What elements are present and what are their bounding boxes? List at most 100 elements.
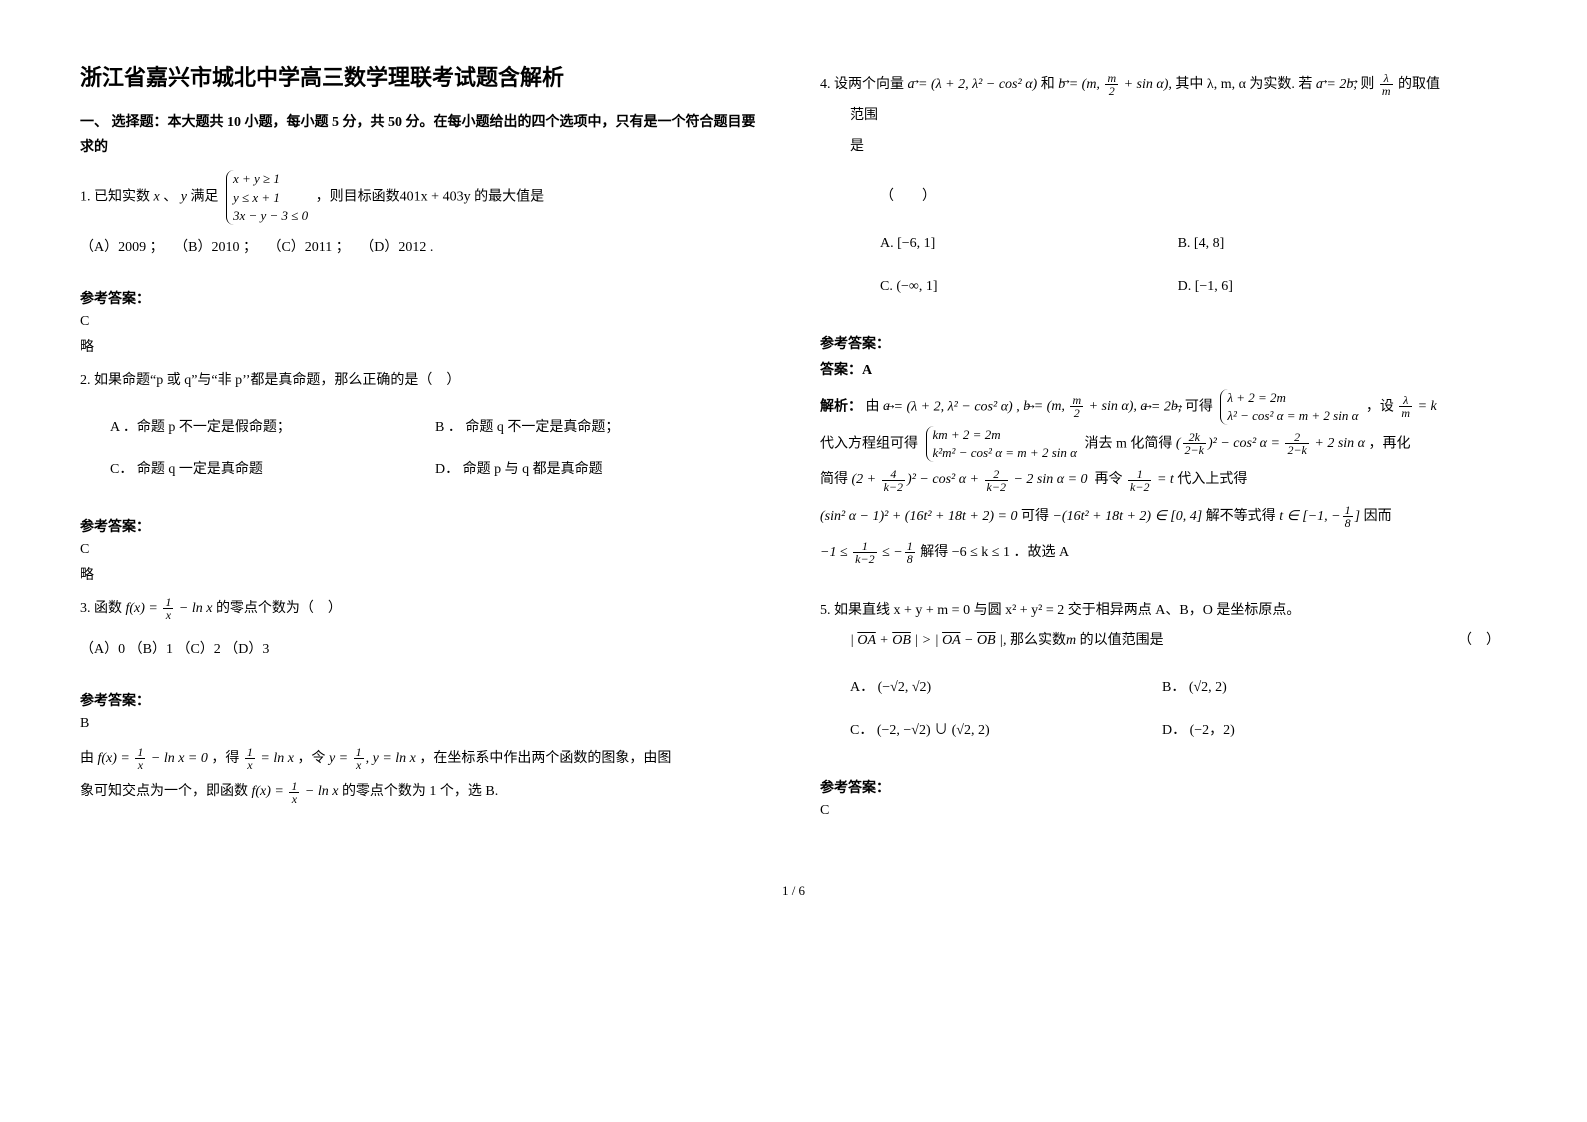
sol-eq: f(x) = 1x − ln x = 0 [98,751,208,766]
sys-row: y ≤ x + 1 [233,189,308,207]
sol-eq: −1 ≤ 1k−2 ≤ −18 [820,545,917,560]
sol-eq: (2k2−k)² − cos² α = 22−k + 2 sin α [1176,436,1365,451]
sys-row: km + 2 = 2m [933,426,1077,444]
sol-eq: f(x) = 1x − ln x [252,784,339,799]
question-3: 3. 函数 f(x) = 1x − ln x 的零点个数为（ ） （A）0 （B… [80,594,760,666]
sol-text: 象可知交点为一个，即函数 [80,784,248,799]
page-footer: 1 / 6 [0,883,1587,899]
sol-eq: a→ = 2b→, [1140,399,1181,414]
system-brace: km + 2 = 2m k²m² − cos² α = m + 2 sin α [926,426,1077,462]
q3-expr: f(x) = 1x − ln x [126,601,216,616]
sol-eq: −(16t² + 18t + 2) ∈ [0, 4] [1052,509,1202,524]
sol-eq: 1x = ln x [243,751,294,766]
q4-stem-b: 其中 λ, m, α 为实数. 若 [1175,77,1316,92]
q1-opt-c: （C）2011 ； [267,240,349,255]
q5-opt-a: A． (−√2, √2) [850,667,1162,710]
q1-stem-c: 满足 [190,190,218,205]
q5-opt-c: C． (−2, −√2) ∪ (√2, 2) [850,710,1162,753]
system-brace: x + y ≥ 1 y ≤ x + 1 3x − y − 3 ≤ 0 [226,170,308,225]
sys-row: k²m² − cos² α = m + 2 sin α [933,444,1077,462]
sol-text: 可得 [1021,509,1053,524]
sys-row: x + y ≥ 1 [233,170,308,188]
sys-row: λ² − cos² α = m + 2 sin α [1227,407,1358,425]
question-2: 2. 如果命题“p 或 q”与“非 p’’都是真命题，那么正确的是（ ） A ．… [80,366,760,492]
sol-eq: y = 1x, y = ln x [329,751,416,766]
sol-text: 解不等式得 [1206,509,1280,524]
sol-text: ，在坐标系中作出两个函数的图象，由图 [419,751,671,766]
section-1-head: 一、 选择题：本大题共 10 小题，每小题 5 分，共 50 分。在每小题给出的… [80,110,760,160]
sol-text: 的零点个数为 1 个，选 B. [342,784,498,799]
answer-label: 参考答案： [80,288,760,308]
sol-label: 解析： [820,399,862,414]
q1-opt-b: （B）2010 ； [174,240,257,255]
sol-eq: (sin² α − 1)² + (16t² + 18t + 2) = 0 [820,509,1017,524]
sys-row: λ + 2 = 2m [1227,389,1358,407]
answer-label: 参考答案： [80,516,760,536]
q2-opt-b: B ． 命题 q 不一定是真命题； [435,407,760,450]
q4-line2a: 范围 [820,101,1500,132]
sol-text: ，再化 [1369,436,1411,451]
q4-stem-c: 则 [1360,77,1378,92]
q3-stem-a: 3. 函数 [80,601,122,616]
sol-eq: 1k−2 = t [1126,472,1174,487]
q4-answer: 答案：A [820,359,1500,379]
sol-eq: (2 + 4k−2)² − cos² α + 2k−2 − 2 sin α = … [852,472,1088,487]
answer-label: 参考答案： [820,333,1500,353]
sol-text: 由 [866,399,880,414]
q2-opt-c: C． 命题 q 一定是真命题 [110,449,435,492]
sol-text: 由 [80,751,94,766]
sol-eq: λm = k [1397,399,1436,414]
sol-text: 可得 [1185,399,1213,414]
var-x: x [154,190,160,205]
q4-opt-d: D. [−1, 6] [1178,266,1476,309]
q5-stem-b-tail: 那么实数m 的以值范围是 [1010,633,1164,648]
question-5: 5. 如果直线 x + y + m = 0 与圆 x² + y² = 2 交于相… [820,596,1500,753]
q4-vec-a: a→ = (λ + 2, λ² − cos² α) [908,77,1038,92]
q4-opt-b: B. [4, 8] [1178,223,1476,266]
q2-stem: 2. 如果命题“p 或 q”与“非 p’’都是真命题，那么正确的是（ ） [80,366,760,397]
system-brace: λ + 2 = 2m λ² − cos² α = m + 2 sin α [1220,389,1358,425]
q4-opt-a: A. [−6, 1] [880,223,1178,266]
q2-opt-a: A ．命题 p 不一定是假命题； [110,407,435,450]
q2-opt-d: D． 命题 p 与 q 都是真命题 [435,449,760,492]
q5-answer: C [820,803,1500,819]
sol-eq: t ∈ [−1, −18] [1279,509,1360,524]
q1-stem-b: 、 [163,190,177,205]
sol-eq: a→ = (λ + 2, λ² − cos² α) [883,399,1013,414]
sol-text: ，令 [297,751,325,766]
q3-stem-b: 的零点个数为（ ） [216,601,342,616]
q4-vec-b: b→ = (m, m2 + sin α), [1058,77,1172,92]
answer-label: 参考答案： [80,690,760,710]
q4-cond: a→ = 2b→, [1316,77,1357,92]
question-1: 1. 已知实数 x 、 y 满足 x + y ≥ 1 y ≤ x + 1 3x … [80,170,760,263]
q4-stem-a: 4. 设两个向量 [820,77,904,92]
q1-opt-d: （D）2012 . [360,240,433,255]
page-title: 浙江省嘉兴市城北中学高三数学理联考试题含解析 [80,60,760,92]
q1-answer: C [80,314,760,330]
q3-opts: （A）0 （B）1 （C）2 （D）3 [80,635,760,666]
q2-answer: C [80,542,760,558]
question-4: 4. 设两个向量 a→ = (λ + 2, λ² − cos² α) 和 b→ … [820,70,1500,309]
q1-opt-a: （A）2009 ； [80,240,164,255]
sol-text: ，得 [211,751,239,766]
brief: 略 [80,564,760,584]
q4-mid: 和 [1041,77,1059,92]
q1-tail: ，则目标函数401x + 403y 的最大值是 [316,190,544,205]
answer-label: 参考答案： [820,777,1500,797]
var-y: y [181,190,187,205]
q3-solution: 由 f(x) = 1x − ln x = 0 ，得 1x = ln x ，令 y… [80,742,760,809]
q4-solution: 解析： 由 a→ = (λ + 2, λ² − cos² α) , b→ = (… [820,389,1500,572]
sol-text: 再令 [1095,472,1123,487]
q1-stem-a: 1. 已知实数 [80,190,150,205]
sol-eq: b→ = (m, m2 + sin α), [1023,399,1137,414]
q5-blank: （ ） [1458,626,1500,657]
q4-line2b: 是 [820,132,1500,163]
sys-row: 3x − y − 3 ≤ 0 [233,207,308,225]
q4-stem-d: 的取值 [1398,77,1440,92]
brief: 略 [80,336,760,356]
sol-text: 消去 m 化简得 [1084,436,1172,451]
sol-text: 代入上式得 [1177,472,1247,487]
sol-text: 简得 [820,472,848,487]
q5-vec-expr: | OA + OB | > | OA − OB |, [850,633,1006,648]
q5-opt-d: D． (−2，2) [1162,710,1474,753]
